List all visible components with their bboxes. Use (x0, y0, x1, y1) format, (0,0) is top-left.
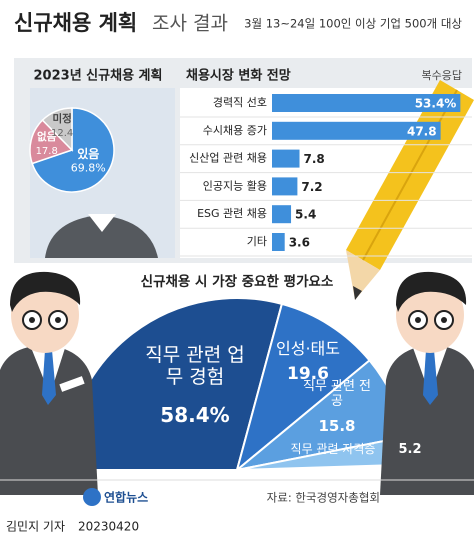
halfpie-value: 15.8 (318, 417, 356, 435)
bar-category: 기타 (247, 235, 267, 248)
halfpie-slice (235, 302, 371, 473)
bar (272, 233, 285, 251)
man-left (0, 271, 98, 495)
pie-value: 17.8 (36, 146, 58, 157)
bar-value: 5.4 (295, 208, 316, 222)
pie-slice (41, 107, 73, 152)
author: 김민지 기자 (6, 520, 65, 534)
pie-label: 있음 (77, 146, 99, 161)
halfpie-label: 직무 관련 전공 (302, 379, 372, 409)
pie-slice (29, 119, 74, 165)
bar-title: 채용시장 변화 전망 (186, 68, 291, 84)
pie-value: 12.4 (51, 128, 73, 139)
bar (272, 121, 441, 140)
halfpie-label: 직무 관련 업무 경험 (145, 344, 245, 388)
pie-label: 없음 (37, 130, 57, 143)
silhouette-collar (88, 214, 116, 232)
pie-value: 69.8% (71, 162, 106, 175)
bar-category: 수시채용 증가 (203, 124, 267, 137)
halfpie-label: 직무 관련 자격증 (290, 442, 376, 456)
bar-category: ESG 관련 채용 (197, 207, 267, 220)
logo: 연합뉴스 (104, 490, 148, 505)
halfpie-value: 58.4% (160, 403, 230, 427)
bar-value: 7.8 (304, 152, 325, 166)
halfpie-value: 5.2 (398, 442, 422, 457)
title: 신규채용 계획 (14, 11, 137, 35)
bar-value: 3.6 (289, 236, 310, 250)
bar-category: 신산업 관련 채용 (189, 152, 267, 165)
bar-value: 47.8 (407, 124, 437, 138)
bar-value: 7.2 (301, 180, 322, 194)
logo-mark (83, 488, 101, 506)
pie-slice (31, 107, 115, 193)
pie-title: 2023년 신규채용 계획 (34, 68, 163, 84)
halfpie-value: 19.6 (287, 364, 329, 384)
bar (272, 177, 298, 196)
source: 자료: 한국경영자총협회 (267, 491, 380, 505)
bar-category: 인공지능 활용 (203, 178, 267, 192)
pencil (346, 80, 474, 300)
halfpie-title: 신규채용 시 가장 중요한 평가요소 (141, 273, 334, 290)
halfpie-label: 인성·태도 (276, 339, 340, 358)
subtitle: 3월 13~24일 100인 이상 기업 500개 대상 (244, 17, 462, 31)
man-right (380, 271, 474, 495)
bar-category: 경력직 선호 (213, 96, 267, 109)
silhouette (45, 215, 158, 258)
title-2: 조사 결과 (152, 13, 228, 35)
date: 20230420 (78, 520, 139, 534)
pie-label: 미정 (52, 112, 71, 125)
bar-note: 복수응답 (422, 69, 462, 82)
bar-value: 53.4% (415, 97, 457, 111)
bar (272, 205, 292, 224)
bar (272, 94, 461, 112)
bar (272, 149, 300, 168)
